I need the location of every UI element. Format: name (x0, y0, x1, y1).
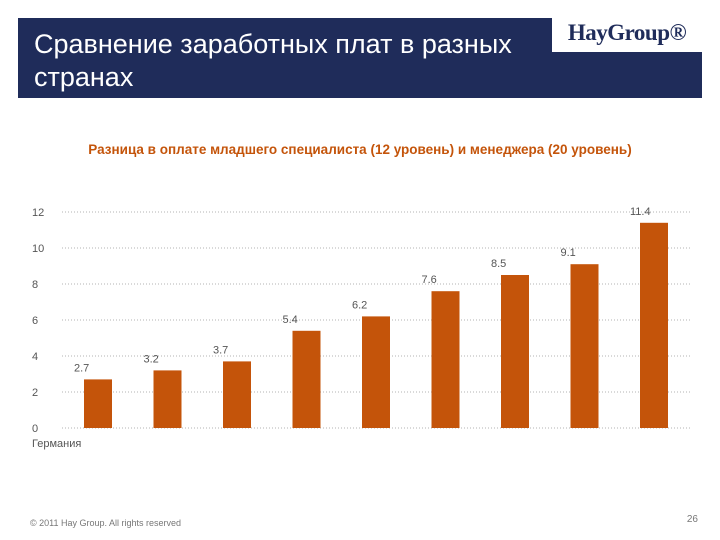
y-tick-label: 8 (32, 279, 38, 291)
y-tick-label: 12 (32, 207, 44, 219)
logo-box: HayGroup® (552, 18, 702, 52)
bar (223, 361, 251, 428)
data-label: 5.4 (283, 314, 298, 326)
data-label: 3.7 (213, 344, 228, 356)
page-number: 26 (686, 514, 698, 525)
data-label: 9.1 (561, 247, 576, 259)
y-tick-label: 2 (32, 387, 38, 399)
y-tick-label: 0 (32, 423, 38, 435)
bar (153, 370, 182, 428)
bar (570, 264, 599, 428)
slide-title: Сравнение заработных плат в разных стран… (34, 29, 512, 92)
copyright-footer: © 2011 Hay Group. All rights reserved (30, 518, 182, 528)
y-tick-label: 10 (32, 243, 44, 255)
y-tick-label: 4 (32, 351, 38, 363)
y-tick-label: 6 (32, 315, 38, 327)
data-label: 8.5 (491, 258, 506, 270)
data-label: 2.7 (74, 362, 89, 374)
bar (362, 316, 390, 428)
haygroup-logo: HayGroup® (567, 20, 687, 45)
bar (431, 291, 460, 428)
bar (292, 330, 321, 428)
data-label: 7.6 (422, 274, 437, 286)
bar (640, 222, 668, 428)
data-label: 3.2 (144, 353, 159, 365)
x-category-label: Германия (32, 438, 81, 450)
data-label: 11.4 (630, 206, 651, 218)
data-label: 6.2 (352, 299, 367, 311)
chart-subtitle: Разница в оплате младшего специалиста (1… (88, 142, 632, 157)
bar (501, 275, 529, 428)
bar (84, 379, 112, 428)
